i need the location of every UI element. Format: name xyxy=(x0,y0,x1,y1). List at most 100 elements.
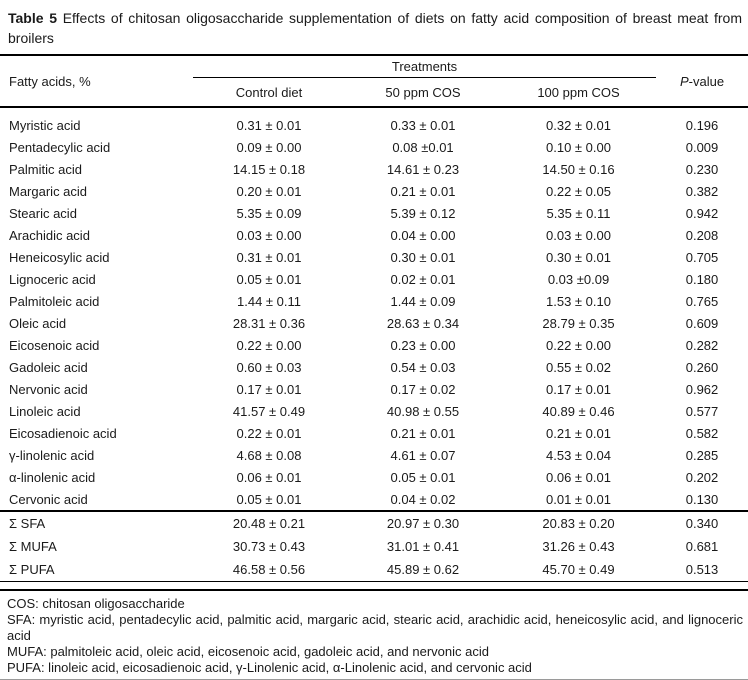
cos50-value: 0.08 ±0.01 xyxy=(392,139,454,155)
control-diet-value: 0.05 ± 0.01 xyxy=(236,491,302,507)
fatty-acid-name: Lignoceric acid xyxy=(9,271,96,287)
control-diet-value: 20.48 ± 0.21 xyxy=(232,516,306,531)
fatty-acid-table: Fatty acids, % Treatments P-value Contro… xyxy=(0,54,748,582)
fatty-acid-name: Myristic acid xyxy=(9,117,81,133)
p-value-cell: 0.202 xyxy=(685,469,719,485)
cos100-value: 4.53 ± 0.04 xyxy=(546,447,611,463)
p-value-rest: -value xyxy=(688,73,725,89)
cos100-value: 31.26 ± 0.43 xyxy=(542,539,615,554)
fatty-acid-rows: Myristic acid 0.31 ± 0.01 0.33 ± 0.01 0.… xyxy=(0,107,748,511)
fatty-acid-name: γ-linolenic acid xyxy=(9,447,95,463)
table-row: α-linolenic acid 0.06 ± 0.01 0.05 ± 0.01… xyxy=(0,466,748,488)
cos100-value: 5.35 ± 0.11 xyxy=(546,205,611,221)
table-row: Arachidic acid 0.03 ± 0.00 0.04 ± 0.00 0… xyxy=(0,224,748,246)
fatty-acid-name: Pentadecylic acid xyxy=(9,139,111,155)
cos50-value: 0.33 ± 0.01 xyxy=(390,117,456,133)
table-caption-label: Table 5 xyxy=(8,10,57,26)
cos100-value: 0.06 ± 0.01 xyxy=(546,469,611,485)
table-row: Σ MUFA 30.73 ± 0.43 31.01 ± 0.41 31.26 ±… xyxy=(0,535,748,558)
table-caption: Table 5 Effects of chitosan oligosacchar… xyxy=(0,0,748,48)
cos100-value: 40.89 ± 0.46 xyxy=(542,403,615,419)
fatty-acid-name: Margaric acid xyxy=(9,183,88,199)
control-diet-value: 5.35 ± 0.09 xyxy=(236,205,302,221)
cos50-value: 20.97 ± 0.30 xyxy=(386,516,460,531)
fatty-acid-name: Palmitoleic acid xyxy=(9,293,100,309)
p-value-cell: 0.765 xyxy=(685,293,719,309)
cos100-value: 0.55 ± 0.02 xyxy=(546,359,611,375)
cos100-value: 0.22 ± 0.05 xyxy=(546,183,611,199)
control-diet-value: 0.05 ± 0.01 xyxy=(236,271,302,287)
p-value-cell: 0.513 xyxy=(685,562,719,577)
table-caption-text: Effects of chitosan oligosaccharide supp… xyxy=(8,10,742,46)
p-value-cell: 0.582 xyxy=(685,425,719,441)
cos50-value: 0.23 ± 0.00 xyxy=(390,337,456,353)
fatty-acid-name: α-linolenic acid xyxy=(9,469,96,485)
control-diet-value: 0.31 ± 0.01 xyxy=(236,249,302,265)
control-diet-value: 0.20 ± 0.01 xyxy=(236,183,302,199)
cos100-value: 14.50 ± 0.16 xyxy=(542,161,615,177)
table-row: Linoleic acid 41.57 ± 0.49 40.98 ± 0.55 … xyxy=(0,400,748,422)
table-row: Palmitic acid 14.15 ± 0.18 14.61 ± 0.23 … xyxy=(0,158,748,180)
cos100-value: 45.70 ± 0.49 xyxy=(542,562,615,577)
fatty-acid-name: Σ PUFA xyxy=(9,562,55,577)
cos50-value: 0.21 ± 0.01 xyxy=(390,183,456,199)
fatty-acid-name: Stearic acid xyxy=(9,205,77,221)
fatty-acid-name: Gadoleic acid xyxy=(9,359,88,375)
cos100-value: 0.01 ± 0.01 xyxy=(546,491,611,507)
cos50-value: 31.01 ± 0.41 xyxy=(386,539,460,554)
footnote-sfa: SFA: myristic acid, pentadecylic acid, p… xyxy=(7,612,743,643)
p-value-cell: 0.609 xyxy=(685,315,719,331)
table-row: γ-linolenic acid 4.68 ± 0.08 4.61 ± 0.07… xyxy=(0,444,748,466)
table-row: Lignoceric acid 0.05 ± 0.01 0.02 ± 0.01 … xyxy=(0,268,748,290)
control-diet-value: 1.44 ± 0.11 xyxy=(237,293,301,309)
control-diet-value: 0.60 ± 0.03 xyxy=(236,359,302,375)
cos100-value: 1.53 ± 0.10 xyxy=(546,293,611,309)
cos100-value: 0.22 ± 0.00 xyxy=(546,337,611,353)
cos100-value: 0.32 ± 0.01 xyxy=(546,117,611,133)
p-value-cell: 0.260 xyxy=(685,359,719,375)
p-value-cell: 0.208 xyxy=(685,227,719,243)
p-value-cell: 0.942 xyxy=(685,205,719,221)
fatty-acid-name: Nervonic acid xyxy=(9,381,88,397)
p-value-cell: 0.230 xyxy=(685,161,719,177)
p-value-cell: 0.340 xyxy=(685,516,719,531)
p-value-cell: 0.180 xyxy=(685,271,719,287)
table-row: Pentadecylic acid 0.09 ± 0.00 0.08 ±0.01… xyxy=(0,136,748,158)
header-sub-row: Control diet 50 ppm COS 100 ppm COS xyxy=(0,78,748,108)
cos100-value: 0.03 ± 0.00 xyxy=(546,227,611,243)
cos100-value: 28.79 ± 0.35 xyxy=(542,315,615,331)
control-diet-value: 0.22 ± 0.01 xyxy=(236,425,302,441)
footnote-cos: COS: chitosan oligosaccharide xyxy=(7,596,185,611)
header-group-row: Fatty acids, % Treatments P-value xyxy=(0,55,748,89)
p-value-cell: 0.130 xyxy=(685,491,719,507)
table-row: Stearic acid 5.35 ± 0.09 5.39 ± 0.12 5.3… xyxy=(0,202,748,224)
cos50-value: 1.44 ± 0.09 xyxy=(390,293,456,309)
footnotes: COS: chitosan oligosaccharide SFA: myris… xyxy=(0,589,748,676)
table-row: Gadoleic acid 0.60 ± 0.03 0.54 ± 0.03 0.… xyxy=(0,356,748,378)
table-row: Palmitoleic acid 1.44 ± 0.11 1.44 ± 0.09… xyxy=(0,290,748,312)
cos100-value: 0.10 ± 0.00 xyxy=(546,139,611,155)
p-value-cell: 0.681 xyxy=(685,539,719,554)
header-control-diet: Control diet xyxy=(235,84,303,100)
table-row: Cervonic acid 0.05 ± 0.01 0.04 ± 0.02 0.… xyxy=(0,488,748,511)
cos50-value: 0.21 ± 0.01 xyxy=(390,425,456,441)
header-treatments: Treatments xyxy=(193,55,657,78)
p-value-italic: P xyxy=(679,73,689,89)
fatty-acid-name: Eicosenoic acid xyxy=(9,337,100,353)
cos50-value: 0.05 ± 0.01 xyxy=(390,469,456,485)
table-row: Eicosadienoic acid 0.22 ± 0.01 0.21 ± 0.… xyxy=(0,422,748,444)
fatty-acid-name: Heneicosylic acid xyxy=(9,249,110,265)
control-diet-value: 0.22 ± 0.00 xyxy=(236,337,302,353)
cos100-value: 20.83 ± 0.20 xyxy=(542,516,615,531)
cos50-value: 0.04 ± 0.02 xyxy=(390,491,456,507)
p-value-cell: 0.705 xyxy=(685,249,719,265)
table-row: Margaric acid 0.20 ± 0.01 0.21 ± 0.01 0.… xyxy=(0,180,748,202)
p-value-cell: 0.962 xyxy=(685,381,719,397)
control-diet-value: 14.15 ± 0.18 xyxy=(232,161,306,177)
table-header: Fatty acids, % Treatments P-value Contro… xyxy=(0,55,748,107)
fatty-acid-name: Eicosadienoic acid xyxy=(9,425,117,441)
fatty-acid-name: Σ MUFA xyxy=(9,539,57,554)
control-diet-value: 0.17 ± 0.01 xyxy=(236,381,302,397)
control-diet-value: 30.73 ± 0.43 xyxy=(232,539,306,554)
